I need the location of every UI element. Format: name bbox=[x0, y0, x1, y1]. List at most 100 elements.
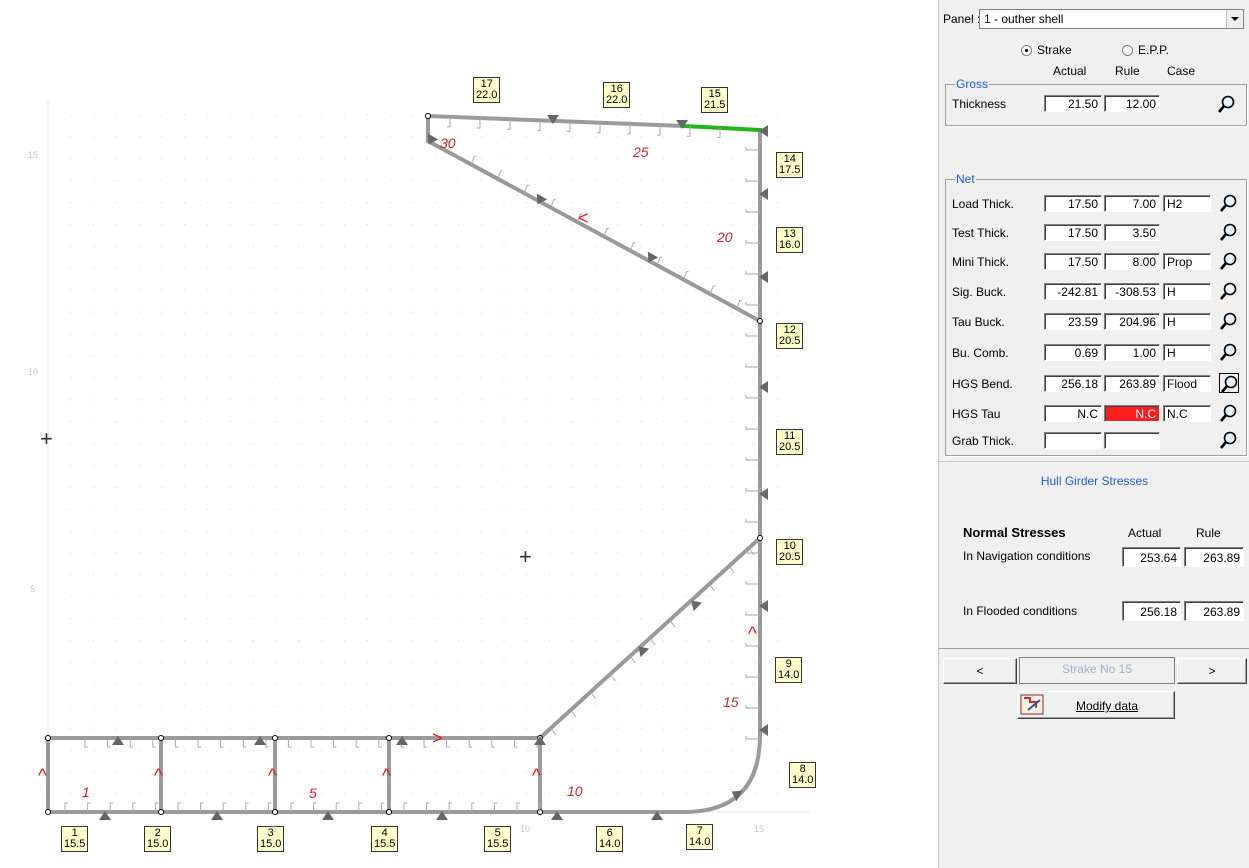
panel-arrow[interactable]: ^ bbox=[532, 766, 541, 788]
chevron-down-icon[interactable] bbox=[1226, 10, 1243, 28]
stiffener bbox=[537, 120, 541, 131]
grid-dot bbox=[731, 158, 733, 160]
grid-dot bbox=[435, 355, 437, 357]
thickness-rule: 12.00 bbox=[1104, 95, 1160, 112]
net-row-zoom-button[interactable] bbox=[1219, 342, 1239, 362]
grid-dot bbox=[617, 771, 619, 773]
grid-dot bbox=[457, 640, 459, 642]
axis-tick-label: 10 bbox=[520, 824, 531, 834]
grid-dot bbox=[275, 136, 277, 138]
strake-label[interactable]: 8 14.0 bbox=[789, 762, 817, 788]
inner-bottom-plate[interactable] bbox=[46, 535, 763, 740]
strake-label[interactable]: 4 15.5 bbox=[371, 826, 399, 852]
net-row-zoom-button[interactable] bbox=[1219, 251, 1239, 271]
grid-dot bbox=[754, 158, 756, 160]
grid-dot bbox=[138, 727, 140, 729]
strake-label[interactable]: 3 15.0 bbox=[257, 826, 285, 852]
panel-arrow[interactable]: > bbox=[432, 728, 443, 749]
net-row-zoom-button[interactable] bbox=[1219, 281, 1239, 301]
grid-dot bbox=[412, 333, 414, 335]
grid-dot bbox=[389, 640, 391, 642]
panel-arrow[interactable]: ^ bbox=[38, 766, 47, 788]
grid-dot bbox=[708, 640, 710, 642]
grid-dot bbox=[275, 552, 277, 554]
strake-label[interactable]: 2 15.0 bbox=[144, 826, 172, 852]
strake-label[interactable]: 12 20.5 bbox=[776, 323, 804, 349]
deck-plate[interactable] bbox=[425, 113, 687, 129]
strake-label[interactable]: 5 15.5 bbox=[484, 826, 512, 852]
stiffener bbox=[745, 395, 760, 399]
grid-dot bbox=[731, 771, 733, 773]
panel-arrow[interactable]: ^ bbox=[154, 766, 163, 788]
strake-radio[interactable] bbox=[1021, 45, 1032, 56]
grid-dot bbox=[435, 421, 437, 423]
grid-dot bbox=[480, 158, 482, 160]
grid-dot bbox=[184, 683, 186, 686]
grid-dot bbox=[275, 486, 277, 488]
grid-dot bbox=[663, 530, 665, 532]
net-row-label: HGS Bend. bbox=[952, 377, 1013, 391]
strake-label[interactable]: 17 22.0 bbox=[473, 77, 501, 103]
grid-dot bbox=[161, 136, 163, 138]
strake-label[interactable]: 11 20.5 bbox=[776, 429, 804, 455]
section-drawing-area[interactable]: 1 15.5 2 15.0 3 15.0 4 15.5 5 15.5 6 14.0 7 14.0 8 14.0… bbox=[0, 0, 938, 868]
grid-dot bbox=[685, 289, 688, 291]
panel-arrow[interactable]: ^ bbox=[382, 766, 391, 788]
strake-label[interactable]: 13 16.0 bbox=[776, 227, 804, 253]
thickness-zoom-button[interactable] bbox=[1217, 94, 1237, 114]
net-row-zoom-button[interactable] bbox=[1219, 403, 1239, 423]
net-row-zoom-button[interactable] bbox=[1219, 311, 1239, 331]
grid-dot bbox=[366, 289, 368, 291]
net-row-zoom-button[interactable] bbox=[1219, 193, 1239, 213]
stiffener bbox=[736, 299, 742, 309]
grid-dot bbox=[70, 442, 72, 445]
grid-dot bbox=[298, 333, 300, 335]
strake-label[interactable]: 7 14.0 bbox=[686, 824, 714, 850]
grid-dot bbox=[685, 771, 688, 773]
grid-dot bbox=[207, 661, 209, 664]
grid-dot bbox=[435, 289, 437, 291]
grid-dot bbox=[252, 442, 254, 445]
next-strake-button[interactable]: > bbox=[1177, 658, 1247, 684]
strake-label[interactable]: 14 17.5 bbox=[776, 152, 804, 178]
strake-label[interactable]: 10 20.5 bbox=[776, 539, 804, 565]
selected-strake-plate[interactable] bbox=[681, 123, 763, 133]
prev-strake-button[interactable]: < bbox=[943, 658, 1017, 684]
strake-label[interactable]: 9 14.0 bbox=[775, 657, 803, 683]
panel-arrow[interactable]: ^ bbox=[268, 766, 277, 788]
grid-dot bbox=[640, 508, 642, 510]
net-row-zoom-button[interactable] bbox=[1219, 373, 1239, 393]
grid-dot bbox=[229, 442, 231, 445]
strake-label[interactable]: 16 22.0 bbox=[603, 82, 631, 108]
panel-arrow[interactable]: < bbox=[578, 208, 589, 229]
grid-dot bbox=[389, 421, 391, 423]
net-row-zoom-button[interactable] bbox=[1219, 430, 1239, 450]
strake-label[interactable]: 1 15.5 bbox=[61, 826, 89, 852]
topside-tank-plate[interactable] bbox=[426, 114, 763, 324]
outer-shell-plate[interactable] bbox=[46, 128, 762, 814]
epp-radio[interactable] bbox=[1122, 45, 1133, 56]
modify-data-button[interactable]: Modify data bbox=[1017, 691, 1175, 719]
grid-dot bbox=[549, 399, 551, 401]
grid-dot bbox=[480, 202, 482, 204]
grid-dot bbox=[298, 267, 300, 269]
grid-dot bbox=[321, 771, 323, 773]
grid-dot bbox=[663, 136, 665, 138]
stiffener bbox=[550, 199, 556, 208]
grid-dot bbox=[298, 311, 300, 313]
grid-dot bbox=[298, 114, 300, 116]
grid-dot bbox=[480, 136, 482, 138]
grid-dot bbox=[663, 377, 665, 379]
section-drawing[interactable] bbox=[0, 0, 938, 868]
strake-label[interactable]: 15 21.5 bbox=[701, 87, 729, 113]
grid-dot bbox=[252, 705, 254, 707]
grid-dot bbox=[412, 311, 414, 313]
panel-select[interactable]: 1 - outher shell bbox=[979, 9, 1244, 29]
grid-dot bbox=[571, 377, 574, 379]
net-row-zoom-button[interactable] bbox=[1219, 222, 1239, 242]
net-row-case: Prop bbox=[1163, 253, 1211, 270]
grid-dot bbox=[685, 355, 688, 357]
strake-label[interactable]: 6 14.0 bbox=[596, 826, 624, 852]
grid-dot bbox=[298, 377, 300, 379]
panel-arrow[interactable]: ^ bbox=[748, 624, 757, 646]
